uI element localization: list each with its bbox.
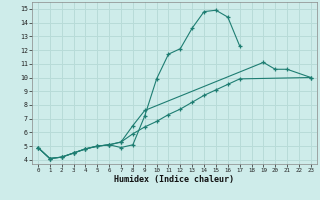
X-axis label: Humidex (Indice chaleur): Humidex (Indice chaleur) — [115, 175, 234, 184]
